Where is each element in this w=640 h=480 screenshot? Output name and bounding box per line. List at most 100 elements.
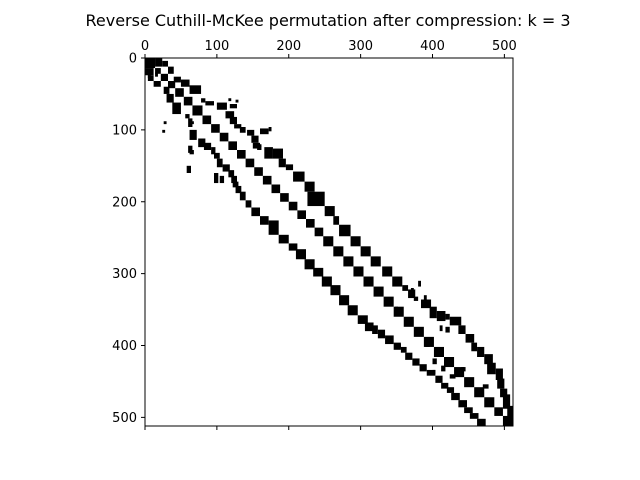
nonzero-block — [477, 346, 485, 357]
nonzero-block — [413, 296, 419, 301]
nonzero-block — [347, 305, 358, 316]
nonzero-block — [350, 236, 361, 247]
chart-title: Reverse Cuthill-McKee permutation after … — [85, 11, 570, 30]
nonzero-block — [245, 200, 252, 208]
nonzero-block — [393, 342, 401, 350]
nonzero-block — [235, 99, 239, 103]
nonzero-block — [189, 129, 197, 140]
nonzero-block — [228, 141, 237, 150]
nonzero-block — [323, 236, 334, 247]
nonzero-block — [324, 206, 335, 217]
nonzero-block — [188, 145, 193, 153]
nonzero-block — [234, 124, 242, 129]
nonzero-block — [484, 354, 493, 365]
nonzero-block — [360, 246, 371, 257]
nonzero-block — [502, 394, 511, 409]
nonzero-block — [278, 234, 289, 244]
nonzero-block — [421, 299, 432, 309]
nonzero-block — [500, 388, 508, 398]
nonzero-block — [271, 184, 281, 194]
nonzero-block — [160, 73, 168, 81]
nonzero-block — [237, 150, 246, 159]
nonzero-block — [392, 276, 403, 287]
nonzero-block — [186, 165, 191, 173]
y-tick-label: 500 — [112, 411, 137, 426]
nonzero-block — [363, 276, 374, 287]
nonzero-block — [145, 58, 156, 69]
nonzero-block — [175, 88, 184, 97]
nonzero-block — [382, 266, 393, 277]
nonzero-block — [260, 128, 269, 135]
nonzero-block — [395, 306, 398, 311]
nonzero-block — [502, 415, 513, 426]
nonzero-block — [439, 325, 443, 332]
nonzero-block — [183, 96, 193, 106]
y-tick-label: 100 — [112, 123, 137, 138]
nonzero-block — [172, 102, 181, 115]
nonzero-block — [251, 207, 260, 217]
scattered-off-diagonal-band — [147, 70, 489, 389]
x-axis-ticks: 0 100 200 300 400 500 — [141, 39, 517, 430]
nonzero-block — [260, 216, 269, 225]
nonzero-block — [400, 346, 407, 353]
y-axis-ticks: 0 100 200 300 400 500 — [112, 52, 145, 426]
upper-band-band — [155, 58, 513, 418]
nonzero-block — [228, 98, 232, 102]
x-tick-label: 100 — [204, 39, 229, 54]
nonzero-block — [426, 369, 436, 376]
nonzero-block — [185, 114, 190, 119]
nonzero-block — [225, 111, 235, 119]
nonzero-block — [203, 142, 212, 150]
nonzero-block — [313, 267, 324, 277]
nonzero-block — [423, 336, 434, 347]
x-tick-label: 200 — [276, 39, 301, 54]
nonzero-block — [235, 185, 242, 194]
x-tick-label: 400 — [420, 39, 445, 54]
nonzero-block — [364, 322, 374, 332]
nonzero-block — [191, 121, 194, 125]
nonzero-block — [449, 316, 462, 326]
nonzero-block — [216, 102, 227, 110]
nonzero-block — [494, 407, 503, 416]
nonzero-block — [278, 158, 286, 168]
nonzero-block — [432, 358, 437, 365]
nonzero-block — [239, 127, 246, 133]
nonzero-block — [446, 387, 455, 393]
nonzero-block — [214, 173, 219, 184]
nonzero-block — [464, 377, 475, 388]
lower-band-band — [145, 68, 486, 426]
nonzero-block — [383, 296, 394, 307]
nonzero-block — [280, 193, 289, 202]
nonzero-block — [293, 171, 305, 182]
nonzero-block — [147, 70, 151, 79]
x-tick-label: 0 — [141, 39, 149, 54]
nonzero-block — [433, 346, 444, 357]
nonzero-block — [304, 181, 315, 192]
nonzero-block — [166, 93, 174, 103]
nonzero-block — [497, 378, 505, 389]
nonzero-block — [155, 72, 158, 77]
nonzero-block — [202, 115, 212, 125]
nonzero-block — [412, 358, 420, 366]
nonzero-block — [469, 413, 479, 419]
nonzero-block — [192, 105, 203, 116]
nonzero-block — [205, 101, 214, 106]
nonzero-block — [464, 407, 473, 414]
nonzero-block — [297, 210, 306, 219]
y-tick-label: 200 — [112, 195, 137, 210]
nonzero-block — [445, 326, 450, 333]
nonzero-block — [449, 374, 456, 379]
nonzero-block — [288, 201, 298, 211]
nonzero-block — [268, 127, 272, 132]
nonzero-block — [285, 164, 294, 171]
nonzero-block — [484, 397, 495, 408]
nonzero-block — [189, 85, 202, 94]
plot-frame — [144, 57, 514, 427]
nonzero-block — [507, 405, 513, 418]
y-tick-label: 400 — [112, 339, 137, 354]
nonzero-block — [189, 150, 194, 155]
nonzero-block — [272, 148, 283, 159]
nonzero-block — [155, 58, 163, 67]
nonzero-block — [168, 81, 176, 89]
